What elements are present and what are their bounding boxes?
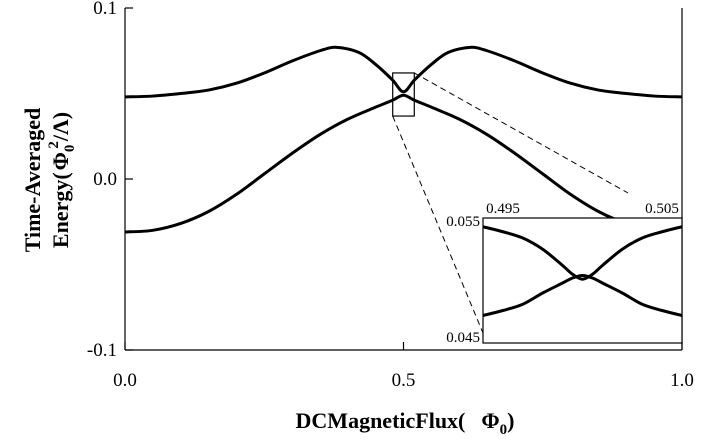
x-axis-title-subscript: 0 <box>500 422 508 438</box>
inset-connector-line <box>414 72 629 194</box>
inset-series-line-1 <box>482 225 683 281</box>
y-axis-title-prefix-text: Energy( <box>48 172 73 248</box>
x-ticks: 0.0 0.5 1.0 <box>113 342 694 391</box>
inset-y-tick-label: 0.055 <box>446 214 480 230</box>
zoom-box <box>392 72 415 117</box>
y-ticks: 0.1 0.0 -0.1 <box>87 0 133 361</box>
y-axis-title-subscript: 0 <box>62 145 78 153</box>
x-axis-title-symbol: Φ <box>481 408 499 433</box>
inset-connector-line <box>392 115 484 334</box>
y-axis-title-suffix: /Λ) <box>48 112 73 142</box>
inset-ticks: 0.495 0.505 0.055 0.045 <box>446 201 679 346</box>
y-axis-title-line2: Energy( Φ02/Λ) <box>46 112 78 248</box>
x-tick-label: 0.5 <box>392 370 416 391</box>
y-axis-title-superscript: 2 <box>46 141 62 149</box>
y-tick-label: -0.1 <box>87 340 117 361</box>
y-tick-label: 0.0 <box>93 169 117 190</box>
series-line-2 <box>124 93 683 234</box>
y-axis-title-symbol: Φ <box>48 152 73 170</box>
y-tick-label: 0.1 <box>93 0 117 19</box>
inset-series-line-2 <box>482 273 683 317</box>
x-axis-title: DCMagneticFlux( Φ0) <box>296 408 515 438</box>
inset-series <box>482 225 683 317</box>
y-axis-title-line1: Time-Averaged <box>20 108 45 253</box>
x-tick-label: 0.0 <box>113 370 137 391</box>
inset-y-tick-label: 0.045 <box>446 330 480 346</box>
main-series <box>124 45 683 234</box>
series-line-1 <box>124 45 683 99</box>
inset-x-tick-label: 0.495 <box>486 201 520 217</box>
x-axis-title-close: ) <box>507 408 514 433</box>
x-axis-title-text: DCMagneticFlux( <box>296 408 466 433</box>
inset-x-tick-label: 0.505 <box>645 201 679 217</box>
y-axis-title: Time-Averaged Energy( Φ02/Λ) <box>20 108 78 253</box>
x-tick-label: 1.0 <box>670 370 694 391</box>
